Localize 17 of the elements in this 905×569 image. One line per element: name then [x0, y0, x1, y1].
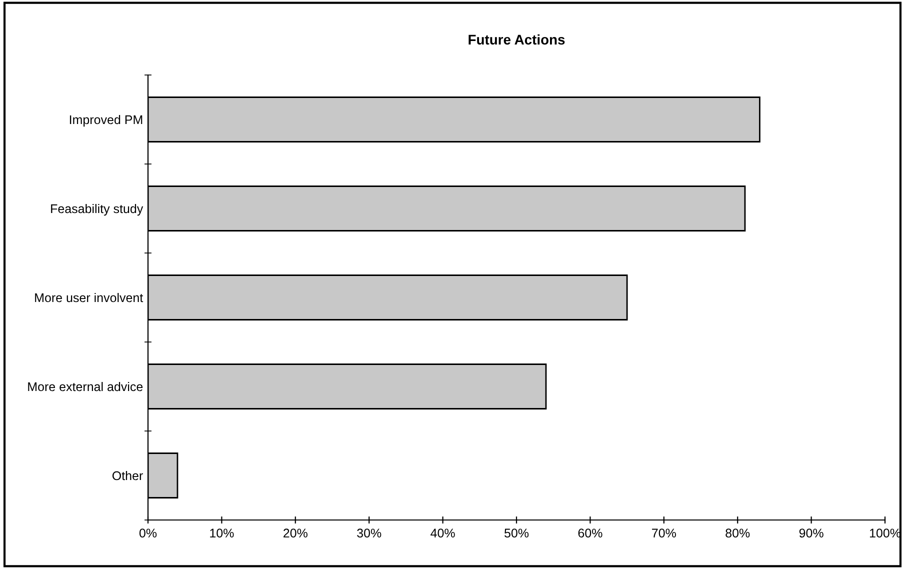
- y-tick-label: Feasability study: [51, 204, 144, 216]
- x-tick-label: 20%: [284, 528, 308, 538]
- y-tick-label: More external advice: [28, 382, 143, 392]
- y-tick-label: Other: [112, 470, 143, 480]
- x-tick-label: 10%: [210, 528, 234, 538]
- x-tick-label: 90%: [799, 528, 824, 538]
- x-tick-label: 60%: [578, 528, 602, 538]
- x-tick-label: 40%: [430, 528, 455, 538]
- x-tick-label: 80%: [726, 528, 750, 538]
- y-tick-label: Improved PM: [70, 114, 142, 127]
- chart-title: Future Actions: [468, 34, 565, 45]
- y-tick-label: More user involvent: [35, 292, 144, 302]
- x-tick-label: 30%: [357, 528, 382, 538]
- x-tick-label: 100%: [870, 528, 901, 538]
- x-tick-label: 50%: [504, 528, 529, 538]
- x-tick-label: 70%: [652, 528, 676, 538]
- x-tick-label: 0%: [139, 528, 157, 538]
